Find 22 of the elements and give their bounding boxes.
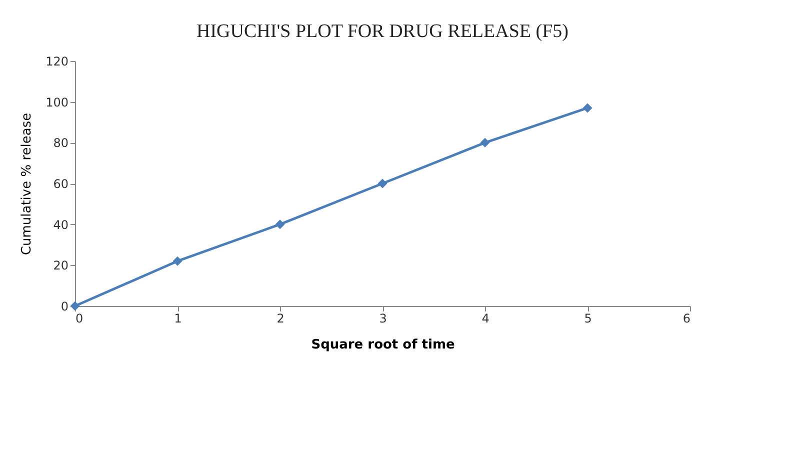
point (378, 178, 388, 188)
point (582, 103, 592, 113)
x-axis-title: Square root of time (311, 338, 455, 352)
y-tick-label: 0 (60, 300, 68, 314)
y-tick-label: 20 (53, 258, 68, 273)
y-tick-label: 40 (53, 218, 68, 232)
chart-title: HIGUCHI'S PLOT FOR DRUG RELEASE (F5) (196, 21, 569, 42)
x-tick-label: 0 (76, 312, 84, 326)
x-tick-label: 5 (584, 312, 592, 326)
y-tick-label: 120 (46, 54, 68, 68)
point (275, 220, 285, 230)
x-tick-label: 1 (174, 312, 182, 326)
point (480, 138, 490, 148)
y-tick-label: 60 (53, 177, 68, 191)
x-tick-label: 2 (276, 312, 284, 326)
point (172, 256, 182, 266)
y-tick-label: 100 (46, 95, 68, 110)
x-tick-label: 3 (379, 312, 387, 326)
y-axis-title: Cumulative % release (20, 112, 35, 256)
y-tick-label: 80 (53, 136, 68, 150)
x-tick-label: 6 (682, 312, 690, 326)
x-tick-label: 4 (482, 312, 490, 326)
